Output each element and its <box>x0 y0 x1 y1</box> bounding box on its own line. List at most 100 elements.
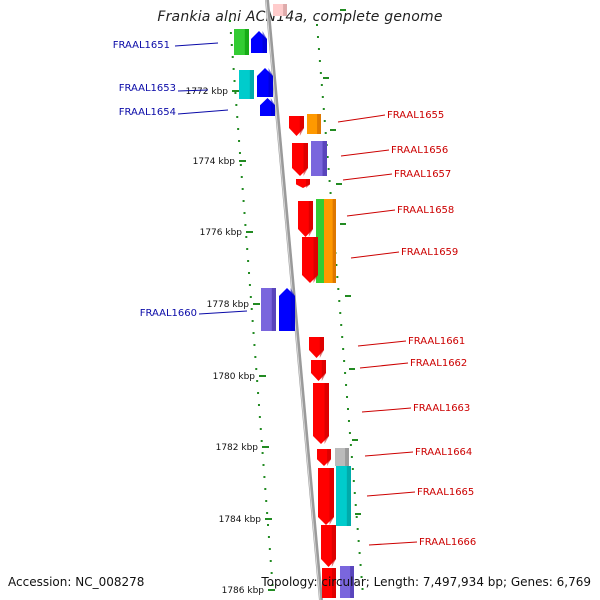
ruler-dot <box>360 576 363 578</box>
gene-fraal1654-shade <box>270 98 275 116</box>
ruler-dot <box>358 552 361 554</box>
gene-label-reverse: FRAAL1660 <box>140 308 197 319</box>
ruler-dot <box>246 248 249 250</box>
ruler-dot <box>239 164 242 166</box>
ruler-dot <box>347 420 350 422</box>
gene-bottom-purple-shade <box>350 566 354 598</box>
ruler-dot <box>255 368 258 370</box>
ruler-dot <box>328 180 331 182</box>
gene-label-forward: FRAAL1655 <box>387 110 444 121</box>
ruler-dot <box>346 408 349 410</box>
gene-fraal1659 <box>302 237 318 283</box>
ruler-tick-label: 1786 kbp <box>222 586 265 596</box>
gene-fraal1662 <box>311 360 326 381</box>
ruler-dot <box>254 356 257 358</box>
ruler-dot <box>350 456 353 458</box>
ruler-dot <box>327 168 330 170</box>
ruler-dot <box>260 440 263 442</box>
gene-fraal1663 <box>313 383 329 444</box>
ruler-dot <box>318 60 321 62</box>
gene-label-forward: FRAAL1661 <box>408 336 465 347</box>
ruler-ticks: 1772 kbp 1774 kbp 1776 kbp 1778 kbp 1780 kbp… <box>186 9 361 596</box>
ruler-dot <box>317 48 320 50</box>
gene-label-forward: FRAAL1658 <box>397 205 454 216</box>
ruler-dot <box>251 320 254 322</box>
ruler-dot <box>256 380 259 382</box>
label-leader <box>174 42 219 47</box>
gene-fraal1653b-shade <box>268 68 273 97</box>
ruler-dot <box>229 32 232 34</box>
gene-fraal1651-shade <box>244 29 249 55</box>
ruler-dot <box>240 176 243 178</box>
ruler-dot <box>257 392 260 394</box>
gene-fraal1655 <box>289 116 304 136</box>
ruler-dot <box>268 548 271 550</box>
label-leader <box>366 491 416 497</box>
gene-fraal1660 <box>261 288 276 331</box>
ruler-dot <box>229 20 231 22</box>
gene-fraal1656 <box>292 143 308 176</box>
ruler-dot <box>322 108 325 110</box>
ruler-tick-label: 1776 kbp <box>200 228 243 238</box>
gene-labels: FRAAL1651 FRAAL1653 FRAAL1654 FRAAL1660 FRAA… <box>113 40 477 548</box>
gene-label-forward: FRAAL1657 <box>394 169 451 180</box>
ruler-dot <box>230 44 233 46</box>
feature-tracks <box>234 4 354 598</box>
ruler-dot <box>320 84 323 86</box>
gene-top-pink-shade <box>283 4 287 16</box>
label-leader <box>342 173 393 181</box>
gene-fraal1657 <box>296 179 310 188</box>
gene-fraal1664-shade <box>327 449 331 466</box>
gene-fraal1665b <box>336 466 351 526</box>
label-leader <box>350 251 400 259</box>
ruler-dot <box>237 128 240 130</box>
ruler-dot <box>352 480 355 482</box>
ruler-dot <box>353 492 356 494</box>
gene-bottom-red <box>322 568 336 598</box>
gene-bottom-purple <box>340 566 354 598</box>
gene-label-forward: FRAAL1662 <box>410 358 467 369</box>
ruler-dot <box>259 428 262 430</box>
gene-fraal1661 <box>309 337 324 358</box>
ruler-dot <box>234 92 237 94</box>
ruler-dot <box>324 132 327 134</box>
ruler-tick-label: 1774 kbp <box>193 157 236 167</box>
gene-fraal1660b <box>279 288 295 331</box>
ruler-dot <box>349 444 352 446</box>
label-leader <box>357 340 407 347</box>
gene-fraal1653-shade <box>249 70 254 99</box>
gene-fraal1659b-shade <box>332 199 336 283</box>
gene-label-forward: FRAAL1663 <box>413 403 470 414</box>
ruler-dot <box>341 336 344 338</box>
topology-text: Topology: circular; Length: 7,497,934 bp… <box>261 575 591 589</box>
ruler-dot <box>257 404 260 406</box>
gene-label-reverse: FRAAL1654 <box>119 107 176 118</box>
label-leader <box>337 114 386 123</box>
label-leader <box>340 149 390 157</box>
ruler-dot <box>323 120 326 122</box>
gene-fraal1664b <box>335 448 349 466</box>
ruler-dot <box>244 224 247 226</box>
gene-label-reverse: FRAAL1651 <box>113 40 170 51</box>
ruler-dot <box>236 116 239 118</box>
ruler-dot <box>232 68 235 70</box>
ruler-dot <box>344 372 347 374</box>
gene-label-forward: FRAAL1659 <box>401 247 458 258</box>
ruler-tick-label: 1772 kbp <box>186 87 229 97</box>
gene-fraal1664 <box>317 449 331 466</box>
gene-fraal1656-shade <box>303 143 308 176</box>
ruler-dot <box>335 264 338 266</box>
ruler-dot <box>243 212 246 214</box>
ruler-tick-label: 1778 kbp <box>207 300 250 310</box>
ruler-dot <box>238 140 241 142</box>
gene-label-forward: FRAAL1656 <box>391 145 448 156</box>
gene-fraal1653 <box>239 70 254 99</box>
gene-fraal1655b <box>307 114 321 134</box>
gene-fraal1656b <box>311 141 327 176</box>
ruler-dot <box>264 488 267 490</box>
gene-fraal1660-shade <box>271 288 276 331</box>
gene-fraal1660b-shade <box>290 288 295 331</box>
ruler-dot <box>270 572 273 574</box>
ruler-tick-label: 1784 kbp <box>219 515 262 525</box>
ruler-dot <box>340 324 343 326</box>
